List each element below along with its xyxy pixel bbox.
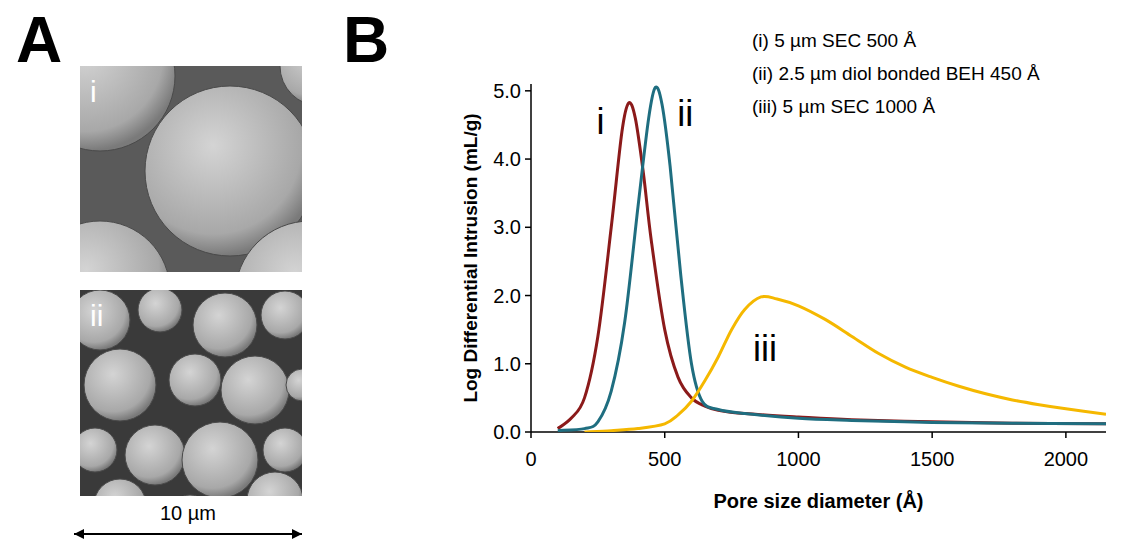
x-tick <box>931 432 933 438</box>
plot-area <box>558 87 1106 432</box>
y-tick-label: 5.0 <box>493 80 521 102</box>
series-line <box>558 103 1106 429</box>
y-tick <box>525 431 531 433</box>
legend-entry: (ii) 2.5 µm diol bonded BEH 450 Å <box>752 63 1040 84</box>
particle <box>221 356 289 424</box>
x-tick <box>798 432 800 438</box>
x-tick-label: 0 <box>525 448 536 470</box>
image-label: ii <box>90 299 103 332</box>
page: {"figure": {"panels": [{"label": "A", "i… <box>0 0 1126 544</box>
particle <box>138 290 182 332</box>
series-line <box>558 87 1106 431</box>
y-tick-label: 1.0 <box>493 353 521 375</box>
particle <box>80 221 170 272</box>
y-tick <box>525 90 531 92</box>
figure: Aiii10 µmB0.01.02.03.04.05.0050010001500… <box>0 0 1126 544</box>
scale-bar <box>74 533 302 535</box>
curve-label: ii <box>677 93 693 134</box>
particle <box>84 349 156 421</box>
image-label: i <box>90 75 97 108</box>
particle <box>80 290 130 350</box>
particle <box>125 425 185 485</box>
x-tick-label: 1500 <box>910 448 955 470</box>
particle <box>193 293 257 357</box>
x-axis-title: Pore size diameter (Å) <box>713 489 923 512</box>
particle <box>182 422 258 496</box>
y-tick-label: 3.0 <box>493 216 521 238</box>
panel-letter: B <box>343 4 389 76</box>
particle <box>263 428 302 472</box>
series-line <box>584 296 1106 432</box>
curve-label: iii <box>753 328 777 369</box>
particle <box>286 369 302 401</box>
y-axis-title: Log Differential Intrusion (mL/g) <box>460 113 481 402</box>
panel-a: Aiii10 µm <box>16 1 385 539</box>
scale-bar-label: 10 µm <box>160 502 216 524</box>
curve-label: i <box>597 101 605 142</box>
x-tick <box>1065 432 1067 438</box>
x-tick-label: 500 <box>648 448 681 470</box>
particle <box>247 472 302 496</box>
panel-b: B 0.0 1.0 2.0 3.0 4.0 5.0 0 500 1000 1500 2000 Pore … <box>343 4 1106 512</box>
y-tick <box>525 227 531 229</box>
scale-bar-arrow <box>74 529 84 539</box>
scale-bar-arrow <box>292 529 302 539</box>
legend-entry: (iii) 5 µm SEC 1000 Å <box>752 96 935 117</box>
x-tick-label: 2000 <box>1044 448 1089 470</box>
particle <box>170 495 210 496</box>
legend-entry: (i) 5 µm SEC 500 Å <box>752 30 916 51</box>
y-axis-line <box>530 84 532 432</box>
x-tick <box>664 432 666 438</box>
sem-image <box>80 290 302 496</box>
y-tick <box>525 363 531 365</box>
particle <box>80 428 117 472</box>
y-tick <box>525 158 531 160</box>
y-tick <box>525 295 531 297</box>
y-tick-label: 4.0 <box>493 148 521 170</box>
legend: (i) 5 µm SEC 500 Å (ii) 2.5 µm diol bonde… <box>752 30 1040 117</box>
particle <box>169 354 221 406</box>
particle <box>261 291 302 339</box>
panel-letter: A <box>16 4 62 76</box>
particle <box>235 221 302 272</box>
y-tick-label: 2.0 <box>493 285 521 307</box>
curve-labels: iiiiii <box>597 93 777 369</box>
x-tick <box>530 432 532 438</box>
sem-image <box>80 66 302 272</box>
particle <box>280 66 302 106</box>
particle <box>94 479 146 496</box>
y-tick-label: 0.0 <box>493 421 521 443</box>
x-tick-label: 1000 <box>776 448 821 470</box>
